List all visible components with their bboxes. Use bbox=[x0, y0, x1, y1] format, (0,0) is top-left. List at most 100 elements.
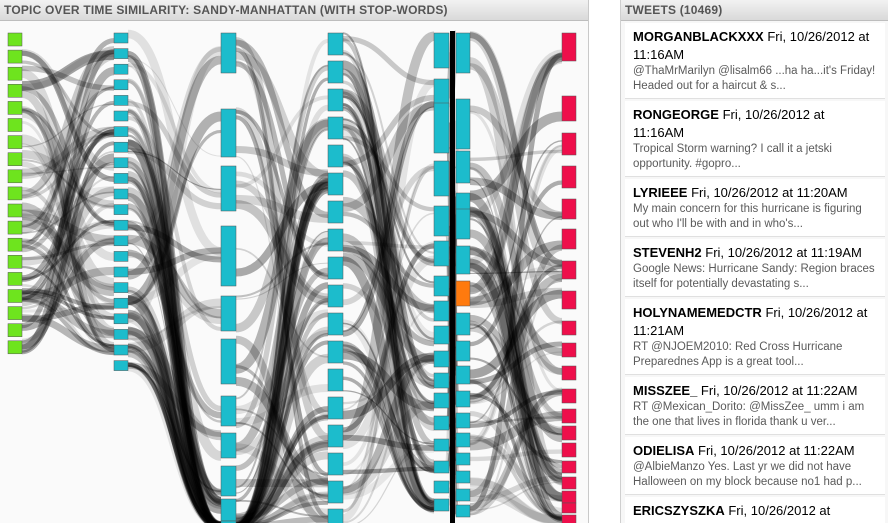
similarity-link[interactable] bbox=[342, 170, 435, 410]
similarity-link[interactable] bbox=[342, 361, 435, 513]
similarity-link[interactable] bbox=[127, 314, 222, 523]
topic-node[interactable] bbox=[561, 290, 577, 310]
similarity-link[interactable] bbox=[21, 297, 115, 356]
similarity-link[interactable] bbox=[21, 314, 115, 353]
similarity-link[interactable] bbox=[127, 362, 222, 523]
similarity-link[interactable] bbox=[236, 312, 329, 523]
similarity-link[interactable] bbox=[235, 247, 329, 358]
similarity-link[interactable] bbox=[20, 68, 116, 336]
similarity-link[interactable] bbox=[127, 65, 222, 523]
similarity-link[interactable] bbox=[469, 351, 563, 405]
topic-node[interactable] bbox=[327, 116, 344, 140]
similarity-link[interactable] bbox=[469, 270, 563, 275]
topic-node[interactable] bbox=[113, 173, 129, 184]
similarity-link[interactable] bbox=[21, 288, 115, 311]
similarity-link[interactable] bbox=[21, 86, 115, 228]
similarity-link[interactable] bbox=[21, 141, 115, 355]
similarity-link[interactable] bbox=[21, 109, 115, 262]
similarity-link[interactable] bbox=[21, 175, 115, 282]
topic-node[interactable] bbox=[455, 390, 471, 408]
similarity-link[interactable] bbox=[235, 65, 329, 429]
similarity-link[interactable] bbox=[235, 376, 329, 486]
similarity-link[interactable] bbox=[469, 273, 563, 403]
topic-node[interactable] bbox=[7, 135, 23, 149]
topic-node[interactable] bbox=[327, 32, 344, 56]
similarity-link[interactable] bbox=[342, 352, 435, 420]
topic-node[interactable] bbox=[561, 425, 577, 441]
similarity-link[interactable] bbox=[127, 55, 221, 523]
similarity-link[interactable] bbox=[342, 106, 435, 332]
topic-node[interactable] bbox=[561, 408, 577, 424]
similarity-link[interactable] bbox=[127, 99, 221, 523]
similarity-link[interactable] bbox=[342, 354, 435, 494]
similarity-link[interactable] bbox=[21, 149, 115, 209]
similarity-link[interactable] bbox=[21, 38, 115, 248]
similarity-link[interactable] bbox=[469, 178, 563, 519]
topic-node[interactable] bbox=[327, 144, 344, 168]
similarity-link[interactable] bbox=[235, 493, 329, 523]
similarity-link[interactable] bbox=[21, 129, 115, 281]
similarity-link[interactable] bbox=[469, 110, 563, 393]
similarity-link[interactable] bbox=[343, 441, 435, 523]
similarity-link[interactable] bbox=[21, 219, 115, 266]
similarity-link[interactable] bbox=[126, 187, 223, 523]
similarity-link[interactable] bbox=[342, 241, 435, 466]
similarity-link[interactable] bbox=[21, 106, 115, 320]
similarity-link[interactable] bbox=[342, 163, 435, 490]
similarity-link[interactable] bbox=[126, 139, 223, 507]
similarity-link[interactable] bbox=[21, 217, 115, 297]
similarity-link[interactable] bbox=[342, 35, 435, 86]
similarity-link[interactable] bbox=[21, 150, 115, 296]
topic-node[interactable] bbox=[113, 297, 129, 309]
topic-node[interactable] bbox=[433, 205, 450, 237]
topic-node[interactable] bbox=[113, 344, 129, 356]
similarity-link[interactable] bbox=[469, 206, 563, 475]
similarity-link[interactable] bbox=[468, 53, 564, 295]
similarity-link[interactable] bbox=[341, 125, 436, 342]
similarity-link[interactable] bbox=[469, 320, 563, 521]
similarity-link[interactable] bbox=[468, 31, 564, 282]
similarity-link[interactable] bbox=[469, 111, 563, 201]
topic-node[interactable] bbox=[455, 340, 471, 362]
topic-node[interactable] bbox=[433, 438, 450, 452]
similarity-link[interactable] bbox=[342, 211, 435, 288]
similarity-link[interactable] bbox=[127, 220, 222, 319]
topic-node[interactable] bbox=[220, 225, 237, 287]
topic-node[interactable] bbox=[561, 260, 577, 280]
similarity-link[interactable] bbox=[21, 143, 115, 351]
similarity-link[interactable] bbox=[468, 206, 564, 502]
similarity-link[interactable] bbox=[469, 475, 563, 503]
similarity-link[interactable] bbox=[235, 326, 329, 523]
similarity-link[interactable] bbox=[21, 302, 115, 323]
similarity-link[interactable] bbox=[235, 282, 329, 523]
similarity-link[interactable] bbox=[127, 365, 222, 493]
similarity-link[interactable] bbox=[21, 50, 115, 91]
topic-node[interactable] bbox=[113, 126, 129, 137]
similarity-link[interactable] bbox=[127, 330, 222, 523]
topic-node[interactable] bbox=[327, 340, 344, 364]
similarity-link[interactable] bbox=[127, 343, 222, 523]
similarity-link[interactable] bbox=[235, 155, 329, 503]
similarity-link[interactable] bbox=[342, 165, 435, 306]
similarity-link[interactable] bbox=[342, 244, 435, 312]
similarity-link[interactable] bbox=[235, 145, 329, 177]
similarity-link[interactable] bbox=[21, 46, 115, 199]
topic-node[interactable] bbox=[455, 470, 471, 484]
similarity-link[interactable] bbox=[127, 343, 221, 523]
topic-node[interactable] bbox=[113, 48, 129, 59]
similarity-link[interactable] bbox=[21, 202, 115, 343]
similarity-link[interactable] bbox=[235, 39, 329, 219]
similarity-link[interactable] bbox=[342, 434, 435, 451]
topic-node[interactable] bbox=[113, 141, 129, 153]
topic-node[interactable] bbox=[433, 32, 450, 69]
topic-node[interactable] bbox=[7, 203, 23, 218]
similarity-link[interactable] bbox=[342, 241, 435, 250]
similarity-link[interactable] bbox=[235, 242, 329, 298]
similarity-link[interactable] bbox=[234, 37, 330, 442]
topic-node[interactable] bbox=[113, 32, 129, 44]
topic-node[interactable] bbox=[113, 95, 129, 106]
topic-node[interactable] bbox=[433, 415, 450, 431]
similarity-link[interactable] bbox=[127, 362, 222, 437]
similarity-link[interactable] bbox=[234, 179, 330, 523]
similarity-link[interactable] bbox=[235, 477, 329, 521]
